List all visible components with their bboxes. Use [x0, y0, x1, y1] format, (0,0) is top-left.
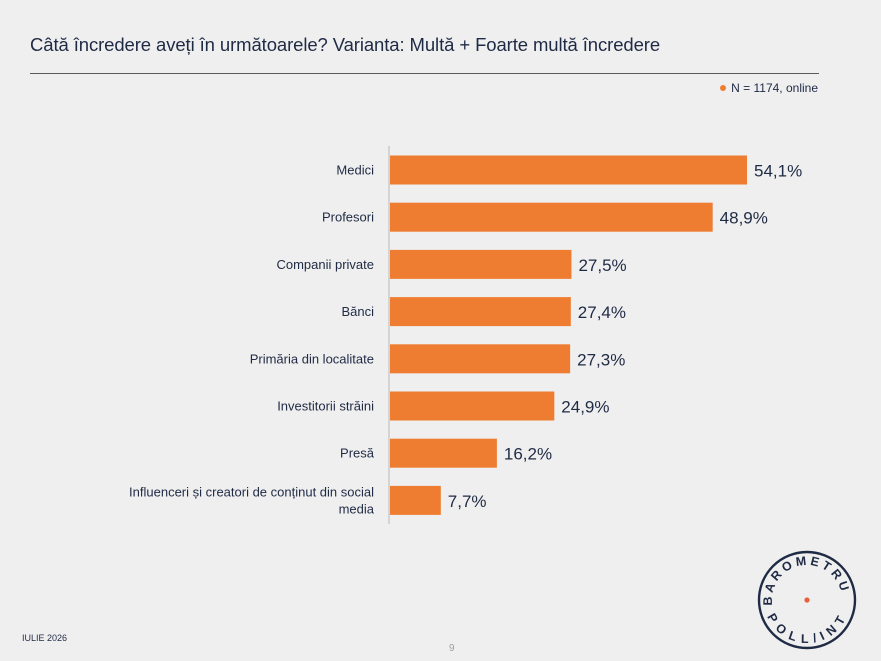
category-label: Influenceri și creatori de conținut din … [129, 484, 375, 516]
category-label: Bănci [341, 304, 374, 319]
bar [390, 485, 441, 515]
bar [390, 155, 747, 185]
value-label: 48,9% [720, 209, 768, 228]
category-label: Primăria din localitate [250, 351, 374, 366]
bar [390, 438, 497, 468]
category-label: Presă [340, 446, 375, 461]
value-label: 16,2% [504, 445, 552, 464]
category-label: Investitorii străini [277, 399, 374, 414]
bar [390, 249, 572, 279]
footer-date: IULIE 2026 [22, 633, 68, 643]
bar [390, 391, 555, 421]
bar [390, 344, 571, 374]
value-label: 27,3% [577, 350, 625, 369]
category-label: Medici [336, 163, 374, 178]
title-divider [30, 73, 819, 74]
value-label: 24,9% [561, 398, 609, 417]
page-number: 9 [449, 643, 455, 654]
page-title: Câtă încredere aveți în următoarele? Var… [30, 34, 661, 55]
value-label: 7,7% [448, 492, 487, 511]
value-label: 54,1% [754, 162, 802, 181]
value-label: 27,5% [578, 256, 626, 275]
legend-label: N = 1174, online [731, 81, 818, 95]
legend-dot-icon [720, 85, 727, 91]
value-label: 27,4% [578, 303, 626, 322]
category-label: Profesori [322, 210, 374, 225]
category-label: Companii private [276, 257, 374, 272]
chart-legend: N = 1174, online [720, 81, 818, 95]
barometrul-poll-int-logo-icon: BAROMETRUL POLL/INT [752, 545, 857, 650]
bar [390, 202, 713, 232]
svg-text:POLL/INT: POLL/INT [764, 611, 849, 646]
bar [390, 297, 571, 327]
